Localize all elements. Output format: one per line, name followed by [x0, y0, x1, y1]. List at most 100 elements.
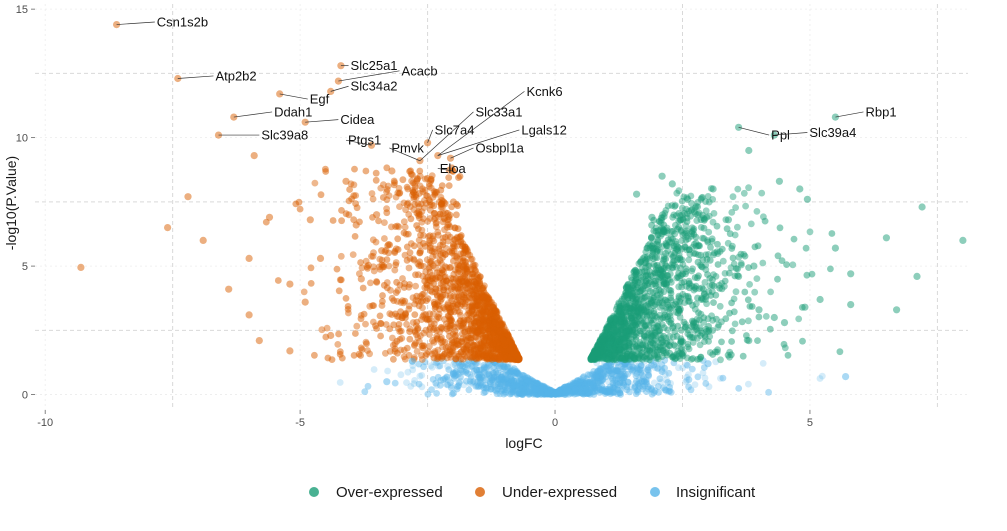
- point-under: [499, 348, 507, 356]
- point-under: [514, 354, 521, 362]
- point-insignificant: [658, 367, 666, 376]
- point-under: [463, 354, 471, 361]
- point-insignificant: [520, 387, 527, 395]
- point-insignificant: [551, 390, 559, 398]
- point-insignificant: [502, 386, 510, 394]
- point-under: [492, 331, 500, 339]
- point-under: [413, 348, 421, 355]
- point-insignificant: [486, 372, 493, 379]
- point-insignificant: [635, 376, 643, 384]
- point-insignificant: [560, 384, 568, 392]
- point-under: [410, 242, 418, 250]
- point-under: [452, 355, 459, 363]
- point-over: [706, 256, 714, 264]
- point-insignificant: [633, 370, 641, 377]
- point-under: [476, 280, 484, 288]
- point-insignificant: [559, 385, 567, 393]
- point-insignificant: [699, 369, 707, 377]
- point-over: [679, 216, 687, 224]
- point-insignificant: [661, 356, 669, 364]
- point-under: [403, 183, 411, 191]
- gene-label: Slc34a2: [351, 79, 398, 94]
- point-under: [381, 235, 388, 242]
- point-insignificant: [546, 388, 554, 396]
- point-insignificant: [615, 358, 623, 366]
- point-insignificant: [482, 384, 490, 392]
- point-insignificant: [520, 387, 528, 395]
- point-under: [359, 284, 367, 292]
- point-over: [679, 338, 687, 345]
- point-under: [413, 318, 421, 326]
- point-under: [459, 250, 467, 257]
- point-insignificant: [583, 380, 591, 387]
- point-insignificant: [702, 380, 710, 387]
- point-insignificant: [584, 381, 592, 389]
- point-under: [436, 305, 443, 313]
- point-insignificant: [583, 385, 590, 393]
- point-insignificant: [580, 390, 587, 398]
- point-under: [318, 326, 326, 334]
- point-insignificant: [525, 390, 533, 398]
- point-under: [245, 254, 253, 262]
- point-over: [735, 272, 743, 280]
- point-under: [370, 302, 377, 309]
- point-insignificant: [481, 366, 489, 374]
- point-under: [434, 231, 442, 239]
- point-insignificant: [591, 384, 599, 392]
- point-insignificant: [493, 370, 501, 378]
- point-insignificant: [561, 386, 569, 394]
- point-under: [511, 346, 518, 354]
- point-over: [669, 213, 677, 221]
- point-under: [487, 355, 495, 362]
- point-insignificant: [513, 383, 521, 391]
- point-insignificant: [384, 367, 391, 375]
- point-insignificant: [474, 383, 482, 391]
- point-insignificant: [617, 368, 625, 376]
- point-over: [629, 303, 637, 311]
- point-under: [474, 297, 481, 305]
- point-over: [711, 249, 718, 257]
- point-insignificant: [558, 390, 566, 398]
- point-insignificant: [494, 385, 502, 393]
- point-insignificant: [433, 382, 441, 389]
- point-under: [483, 295, 491, 303]
- point-insignificant: [415, 380, 423, 388]
- point-insignificant: [550, 388, 558, 396]
- point-insignificant: [675, 364, 682, 372]
- point-insignificant: [520, 384, 527, 392]
- point-insignificant: [499, 365, 507, 372]
- point-insignificant: [634, 388, 642, 396]
- point-under: [440, 268, 447, 276]
- point-insignificant: [524, 388, 532, 396]
- point-insignificant: [551, 391, 559, 398]
- point-insignificant: [682, 378, 690, 386]
- point-over: [685, 294, 692, 302]
- point-insignificant: [577, 376, 584, 383]
- point-under: [465, 279, 473, 286]
- point-over: [754, 242, 762, 250]
- point-over: [747, 220, 755, 228]
- point-insignificant: [616, 389, 624, 397]
- point-under: [437, 323, 445, 331]
- point-under: [479, 297, 487, 305]
- point-under: [468, 255, 476, 263]
- point-under: [501, 336, 509, 343]
- point-insignificant: [597, 365, 605, 373]
- point-over: [766, 325, 774, 333]
- point-insignificant: [613, 367, 620, 375]
- point-insignificant: [593, 374, 601, 382]
- point-under: [507, 354, 514, 362]
- point-under: [514, 355, 522, 362]
- point-insignificant: [476, 374, 484, 382]
- point-under: [482, 313, 490, 321]
- point-under: [470, 319, 478, 327]
- point-under: [509, 353, 517, 361]
- point-insignificant: [595, 379, 603, 387]
- point-under: [485, 346, 492, 354]
- point-insignificant: [557, 386, 564, 394]
- gene-label: Lgals12: [521, 122, 567, 137]
- point-over: [739, 352, 747, 360]
- point-over: [623, 349, 630, 357]
- point-under: [451, 236, 459, 244]
- point-over: [650, 293, 658, 301]
